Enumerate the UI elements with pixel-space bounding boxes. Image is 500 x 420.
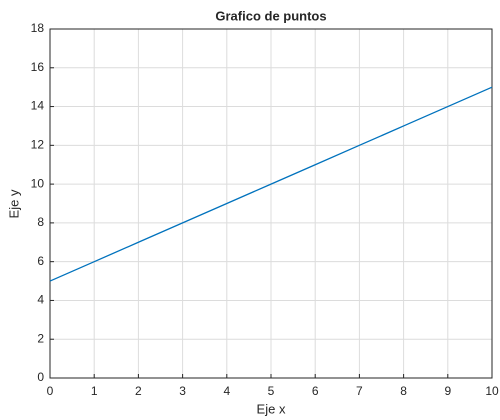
y-tick-label: 14 (31, 99, 45, 113)
chart-title: Grafico de puntos (215, 8, 326, 23)
x-tick-label: 4 (223, 384, 230, 398)
y-tick-label: 18 (31, 21, 45, 35)
y-tick-label: 12 (31, 138, 45, 152)
x-tick-label: 10 (485, 384, 499, 398)
y-tick-label: 16 (31, 60, 45, 74)
x-axis-label: Eje x (257, 401, 286, 416)
data-line (49, 86, 493, 282)
y-tick-label: 4 (37, 293, 44, 307)
x-tick-label: 1 (91, 384, 98, 398)
x-tick-label: 2 (135, 384, 142, 398)
plot-frame (49, 28, 493, 379)
x-tick-label: 0 (47, 384, 54, 398)
x-tick-label: 3 (179, 384, 186, 398)
y-tick-label: 10 (31, 176, 45, 190)
y-tick-label: 0 (37, 370, 44, 384)
x-tick-label: 5 (268, 384, 275, 398)
x-tick-label: 6 (312, 384, 319, 398)
y-axis-label: Eje y (6, 189, 21, 218)
y-tick-label: 6 (37, 254, 44, 268)
x-tick-label: 7 (356, 384, 363, 398)
y-tick-label: 8 (37, 215, 44, 229)
x-tick-label: 9 (444, 384, 451, 398)
x-tick-label: 8 (400, 384, 407, 398)
y-tick-label: 2 (37, 331, 44, 345)
